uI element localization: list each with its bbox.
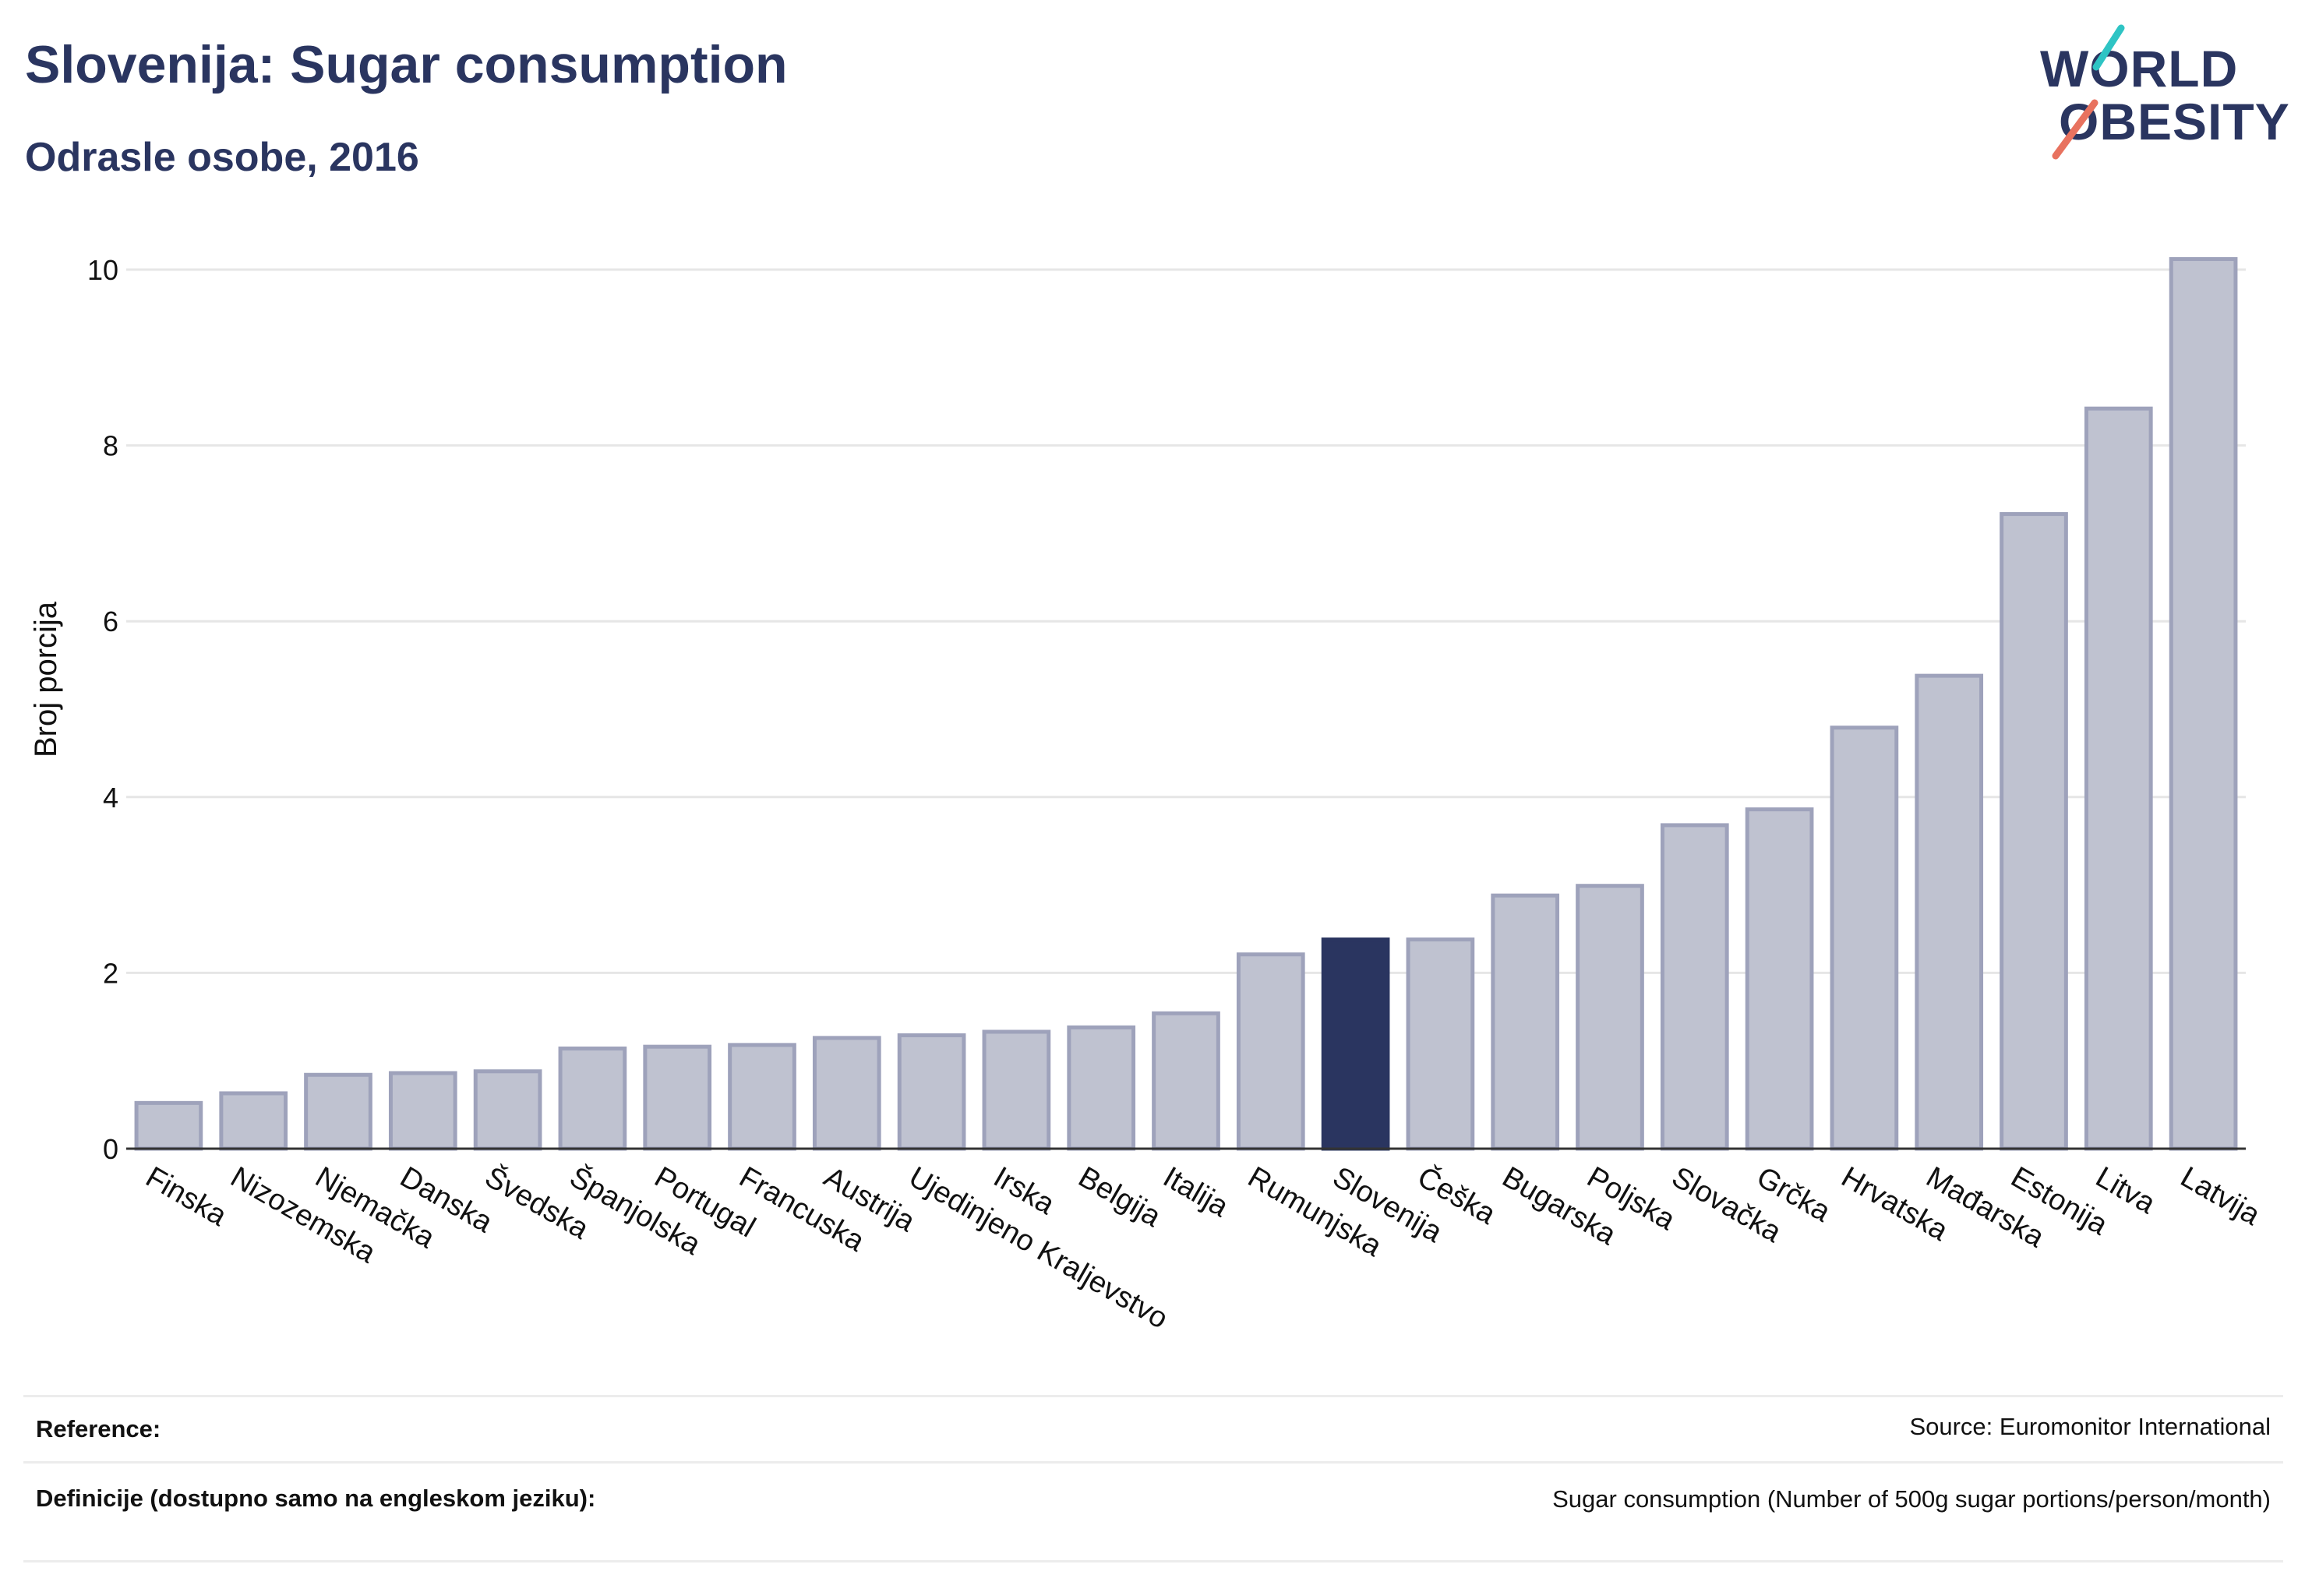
bar-belgija [1067,1025,1136,1151]
x-tick-label: Finska [140,1160,233,1233]
logo-text-world: WORLD [2040,40,2239,97]
bar-estonija [2000,512,2068,1151]
x-tick-label: Belgija [1073,1160,1167,1234]
chart-subtitle: Odrasle osobe, 2016 [25,135,419,180]
definitions-value: Sugar consumption (Number of 500g sugar … [1552,1485,2271,1513]
bar-hrvatska [1830,726,1899,1151]
bar-slovenija [1321,937,1390,1151]
bar-slovačka [1660,823,1729,1151]
bar-španjolska [558,1046,627,1151]
bar-grčka [1745,807,1814,1151]
chart-title: Slovenija: Sugar consumption [25,35,788,94]
chart-footer: Reference: Source: Euromonitor Internati… [23,1395,2283,1562]
bar-austrija [812,1036,881,1151]
x-tick-label: Latvija [2175,1160,2266,1232]
bar-mađarska [1915,673,1984,1151]
bar-rumunjska [1236,952,1305,1151]
bar-bugarska [1491,893,1560,1151]
bar-ujedinjeno-kraljevstvo [897,1033,966,1151]
bar-njemačka [304,1072,372,1151]
bars [134,256,2238,1151]
bar-chart: 0 2 4 6 8 10 FinskaNizozemskaNjemačkaDanskaŠv… [29,254,2266,1336]
y-tick-label: 0 [103,1133,118,1165]
bar-portugal [643,1044,712,1151]
y-tick-label: 6 [103,606,118,637]
bar-finska [134,1100,203,1151]
y-axis-label: Broj porcija [29,601,63,757]
y-tick-label: 4 [103,782,118,814]
bar-danska [388,1071,457,1151]
definitions-label: Definicije (dostupno samo na engleskom j… [36,1485,596,1512]
logo-slash-icon [2052,24,2125,160]
bar-francuska [728,1043,796,1151]
x-tick-label: Italija [1158,1160,1235,1223]
bar-italija [1152,1011,1220,1151]
world-obesity-logo: WORLD OBESITY [2034,23,2291,164]
y-tick-label: 8 [103,430,118,462]
bar-latvija [2169,256,2238,1151]
reference-label: Reference: [36,1415,161,1442]
y-axis-ticks: 0 2 4 6 8 10 [87,254,118,1165]
definitions-row: Definicije (dostupno samo na engleskom j… [23,1461,2283,1562]
bar-nizozemska [219,1091,288,1151]
reference-value: Source: Euromonitor International [1909,1413,2271,1440]
x-axis-labels: FinskaNizozemskaNjemačkaDanskaŠvedskaŠpa… [140,1160,2266,1336]
bar-irska [982,1029,1051,1151]
bar-litva [2084,406,2153,1151]
y-tick-label: 2 [103,957,118,989]
bar-češka [1406,937,1475,1151]
y-tick-label: 10 [87,254,118,286]
bar-poljska [1576,884,1644,1151]
bar-švedska [473,1069,542,1151]
reference-row: Reference: Source: Euromonitor Internati… [23,1395,2283,1461]
